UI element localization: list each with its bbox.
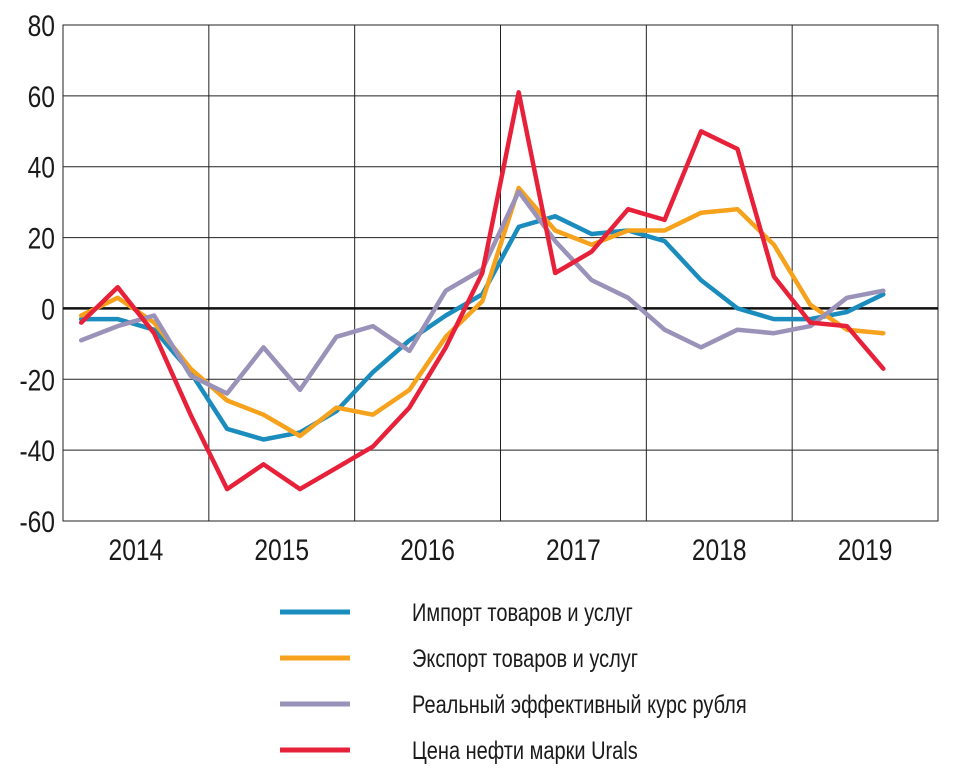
legend-label: Экспорт товаров и услуг xyxy=(412,645,638,673)
x-axis: 2014 2015 2016 2017 2018 2019 xyxy=(109,533,893,567)
x-tick-label: 2019 xyxy=(838,533,893,567)
y-axis: 80 60 40 20 0 -20 -40 -60 xyxy=(19,9,55,539)
y-tick-label: 80 xyxy=(28,9,55,43)
x-tick-label: 2014 xyxy=(109,533,164,567)
series-lines xyxy=(78,90,886,492)
grid xyxy=(62,24,939,522)
y-tick-label: 60 xyxy=(28,80,55,114)
series-line-импорт xyxy=(78,214,886,442)
y-tick-label: 20 xyxy=(28,221,55,255)
y-tick-label: -20 xyxy=(19,363,55,397)
series-line-экспорт xyxy=(78,185,886,439)
legend-label: Реальный эффективный курс рубля xyxy=(412,691,747,719)
x-tick-label: 2018 xyxy=(692,533,747,567)
legend-label: Цена нефти марки Urals xyxy=(412,737,638,765)
x-tick-label: 2016 xyxy=(400,533,455,567)
y-tick-label: 0 xyxy=(41,292,55,326)
legend-item: Экспорт товаров и услуг xyxy=(280,645,638,673)
legend-item: Цена нефти марки Urals xyxy=(280,737,638,765)
y-tick-label: -60 xyxy=(19,505,55,539)
legend-label: Импорт товаров и услуг xyxy=(412,599,633,627)
legend-item: Реальный эффективный курс рубля xyxy=(280,691,747,719)
x-tick-label: 2015 xyxy=(254,533,309,567)
y-tick-label: -40 xyxy=(19,434,55,468)
y-tick-label: 40 xyxy=(28,150,55,184)
legend: Импорт товаров и услуг Экспорт товаров и … xyxy=(280,599,747,765)
x-tick-label: 2017 xyxy=(546,533,601,567)
series-line-цена xyxy=(78,90,886,492)
legend-item: Импорт товаров и услуг xyxy=(280,599,633,627)
